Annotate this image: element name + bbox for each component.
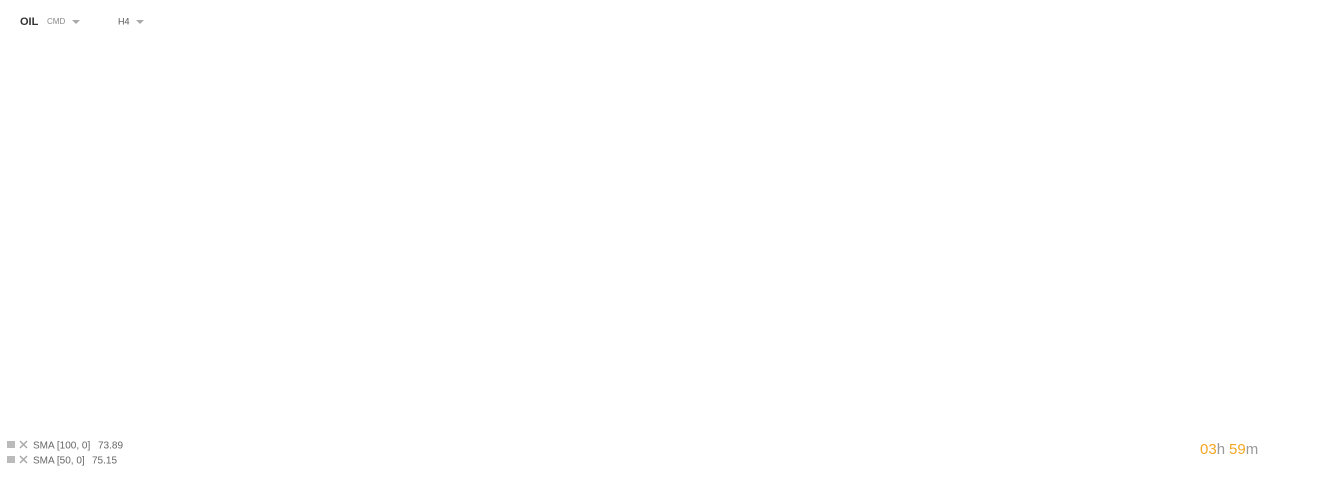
legend-value: 75.15 [92,456,117,467]
timer-unit: h [1217,441,1225,458]
indicator-legend: SMA [100, 0] 73.89 SMA [50, 0] 75.15 [7,440,123,467]
header: OIL CMD H4 [20,16,144,28]
symbol[interactable]: OIL [20,16,39,28]
timer-unit: m [1246,441,1259,458]
dropdown-arrow[interactable] [72,20,80,24]
legend-remove[interactable] [19,455,28,464]
timer-minutes: 59 [1229,441,1246,458]
legend-value: 73.89 [98,441,123,452]
legend-remove[interactable] [19,440,28,449]
legend-icon[interactable] [7,441,15,448]
legend-name: SMA [100, 0] [33,441,90,452]
legend-name: SMA [50, 0] [33,456,85,467]
dropdown-arrow[interactable] [136,20,144,24]
candle-timer: 03h 59m [1200,441,1258,458]
interval[interactable]: H4 [118,16,130,26]
legend-icon[interactable] [7,456,15,463]
timer-hours: 03 [1200,441,1217,458]
market: CMD [47,17,65,26]
